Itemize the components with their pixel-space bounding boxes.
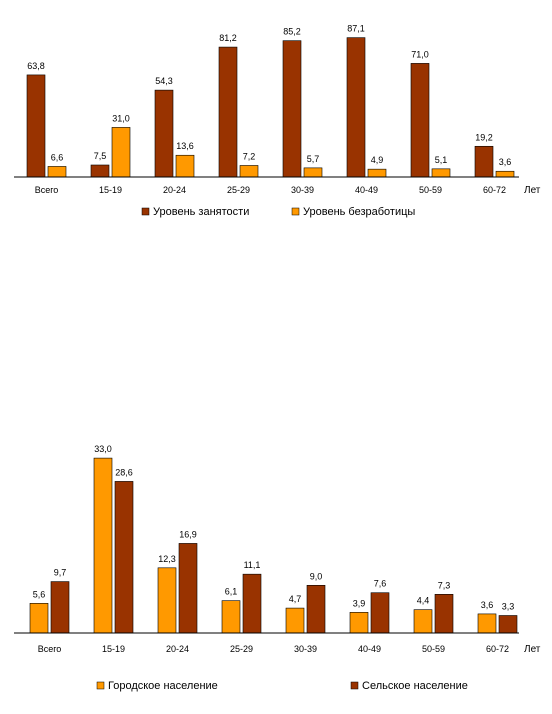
chart1-data-label-s2-0: 6,6: [51, 152, 64, 162]
chart1-bar-s1-4: [282, 40, 302, 178]
chart2-bar-s2-0: [50, 581, 70, 634]
chart1-data-label-s1-5: 87,1: [347, 24, 365, 34]
chart2-bar-s1-2: [157, 567, 177, 634]
chart2-data-label-s1-1: 33,0: [94, 444, 112, 454]
chart1-tick-label-7: 60-72: [483, 185, 506, 195]
chart2-data-label-s2-3: 11,1: [244, 560, 261, 570]
chart2-data-label-s1-7: 3,6: [481, 600, 494, 610]
chart2-tick-label-1: 15-19: [102, 644, 125, 654]
chart2-tick-label-3: 25-29: [230, 644, 253, 654]
chart2-bar-s2-1: [114, 481, 134, 634]
chart2-bar-s2-4: [306, 584, 326, 634]
chart1-tick-label-2: 20-24: [163, 185, 186, 195]
chart2-tick-label-5: 40-49: [358, 644, 381, 654]
chart2-tick-label-4: 30-39: [294, 644, 317, 654]
chart1-data-label-s2-6: 5,1: [435, 155, 448, 165]
chart2-data-label-s1-0: 5,6: [33, 589, 46, 599]
chart2-data-label-s2-0: 9,7: [54, 568, 67, 578]
chart2-bar-s1-3: [221, 600, 241, 634]
chart1-bar-s1-0: [26, 74, 46, 178]
chart1-tick-label-6: 50-59: [419, 185, 442, 195]
chart2-data-label-s2-6: 7,3: [438, 580, 451, 590]
chart1-data-label-s2-5: 4,9: [371, 155, 384, 165]
chart2-bar-s2-3: [242, 573, 262, 634]
chart1-x-unit-label: Лет: [524, 185, 541, 196]
chart1-bar-s2-7: [495, 170, 515, 178]
chart1-bar-s2-6: [431, 168, 451, 178]
chart1-tick-label-3: 25-29: [227, 185, 250, 195]
chart2-bar-s2-5: [370, 592, 390, 634]
chart1-data-label-s2-4: 5,7: [307, 154, 320, 164]
chart1-data-label-s1-3: 81,2: [219, 33, 237, 43]
chart1-data-label-s1-7: 19,2: [475, 132, 493, 142]
chart1-bar-s1-2: [154, 89, 174, 178]
chart2-data-label-s2-5: 7,6: [374, 579, 387, 589]
chart2-data-label-s1-6: 4,4: [417, 596, 430, 606]
chart1-data-label-s1-1: 7,5: [94, 151, 107, 161]
chart2-legend-label-1: Сельское население: [362, 680, 468, 692]
chart2-x-unit-label: Лет: [524, 644, 541, 655]
chart1-bar-s2-5: [367, 168, 387, 178]
chart1-bar-s2-1: [111, 127, 131, 178]
chart2-data-label-s2-2: 16,9: [179, 529, 197, 539]
chart2-data-label-s1-4: 4,7: [289, 594, 302, 604]
chart2-bar-s2-2: [178, 543, 198, 634]
chart2-legend-swatch-0: [96, 681, 105, 690]
chart2-bar-s2-7: [498, 615, 518, 634]
chart2-legend-swatch-1: [350, 681, 359, 690]
chart2-tick-label-2: 20-24: [166, 644, 189, 654]
chart2-data-label-s1-5: 3,9: [353, 598, 366, 608]
chart1-legend-label-1: Уровень безработицы: [303, 206, 415, 218]
chart2-bar-s1-4: [285, 607, 305, 634]
chart1-data-label-s2-7: 3,6: [499, 157, 512, 167]
chart2-tick-label-0: Всего: [38, 644, 62, 654]
chart1-bar-s2-4: [303, 167, 323, 178]
employment-unemployment-chart: 63,8 6,6 Всего 7,5 31,0 15-19 54,3 13,6 20-24 81,…: [14, 24, 541, 218]
chart2-bar-s1-6: [413, 609, 433, 634]
chart1-bar-s1-7: [474, 145, 494, 178]
chart2-bar-s2-6: [434, 594, 454, 634]
chart1-data-label-s2-1: 31,0: [112, 113, 130, 123]
chart1-legend-swatch-0: [141, 207, 150, 216]
chart1-data-label-s1-0: 63,8: [27, 61, 45, 71]
chart1-bar-s1-3: [218, 46, 238, 178]
chart1-data-label-s2-3: 7,2: [243, 151, 256, 161]
chart1-legend-label-0: Уровень занятости: [153, 206, 249, 218]
chart1-bar-s1-6: [410, 63, 430, 178]
urban-rural-chart: 5,6 9,7 Всего 33,0 28,6 15-19 12,3 16,9 20-24 6,1…: [14, 444, 541, 692]
chart2-bar-s1-7: [477, 613, 497, 634]
chart2-tick-label-7: 60-72: [486, 644, 509, 654]
chart2-data-label-s2-1: 28,6: [115, 467, 133, 477]
chart1-data-label-s1-6: 71,0: [411, 49, 429, 59]
chart2-data-label-s1-2: 12,3: [158, 554, 176, 564]
chart1-tick-label-4: 30-39: [291, 185, 314, 195]
chart1-tick-label-5: 40-49: [355, 185, 378, 195]
chart1-legend-swatch-1: [291, 207, 300, 216]
chart2-bar-s1-0: [29, 603, 49, 634]
chart2-legend-label-0: Городское население: [108, 680, 218, 692]
chart1-tick-label-1: 15-19: [99, 185, 122, 195]
chart1-bar-s2-2: [175, 154, 195, 178]
chart1-bar-s2-0: [47, 166, 67, 178]
chart2-data-label-s2-7: 3,3: [502, 602, 515, 612]
chart2-data-label-s1-3: 6,1: [225, 587, 238, 597]
chart2-data-label-s2-4: 9,0: [310, 571, 323, 581]
chart2-tick-label-6: 50-59: [422, 644, 445, 654]
chart2-bar-s1-1: [93, 457, 113, 634]
chart1-bar-s1-1: [90, 164, 110, 178]
chart2-bar-s1-5: [349, 612, 369, 634]
chart1-tick-label-0: Всего: [35, 185, 59, 195]
chart1-bar-s1-5: [346, 37, 366, 178]
chart1-data-label-s1-4: 85,2: [283, 27, 301, 37]
chart1-data-label-s2-2: 13,6: [176, 141, 194, 151]
chart1-data-label-s1-2: 54,3: [155, 76, 173, 86]
chart1-bar-s2-3: [239, 165, 259, 178]
